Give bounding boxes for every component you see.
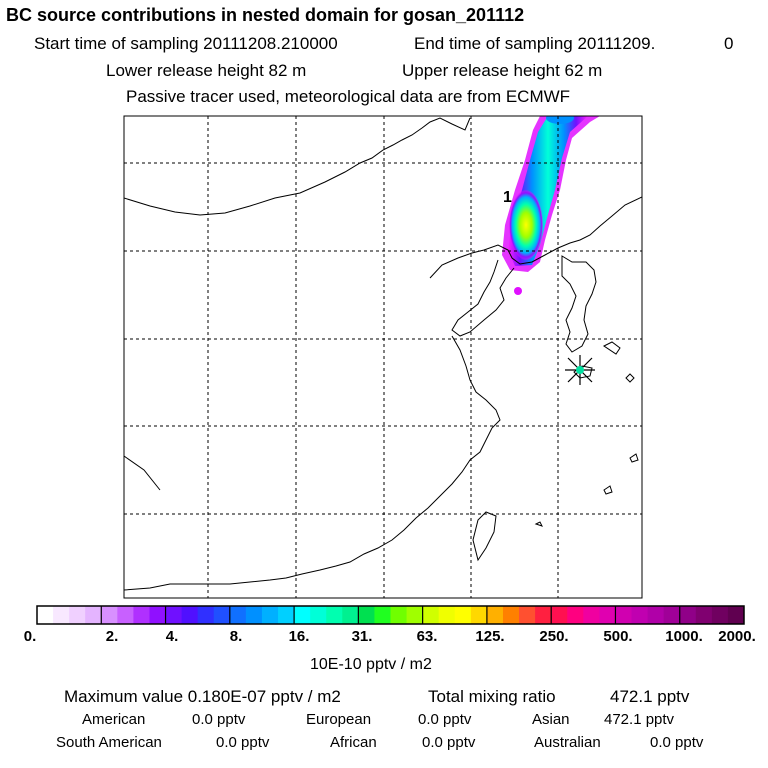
- colorbar-swatch: [229, 606, 247, 624]
- upper-release-label: Upper release height 62 m: [402, 61, 603, 80]
- colorbar-swatch: [165, 606, 183, 624]
- american-label: American: [82, 711, 146, 728]
- colorbar-swatch: [181, 606, 199, 624]
- colorbar-swatch: [294, 606, 311, 624]
- colorbar-swatch: [406, 606, 424, 624]
- south-american-label: South American: [56, 734, 162, 751]
- colorbar-tick: 2.: [105, 628, 119, 645]
- total-mixing-value: 472.1 pptv: [610, 687, 690, 706]
- colorbar-swatch: [422, 606, 440, 624]
- colorbar-swatch: [53, 606, 70, 624]
- colorbar-swatch: [117, 606, 134, 624]
- colorbar-tick: 31.: [351, 628, 373, 645]
- map-grid: [124, 116, 642, 598]
- colorbar-swatch: [197, 606, 215, 624]
- african-label: African: [330, 734, 377, 751]
- asian-label: Asian: [532, 711, 570, 728]
- colorbar-tick: 2000.: [718, 628, 756, 645]
- colorbar-unit: 10E-10 pptv / m2: [310, 656, 432, 673]
- colorbar-tick: 4.: [165, 628, 179, 645]
- colorbar-swatch: [631, 606, 649, 624]
- colorbar-swatch: [679, 606, 697, 624]
- total-mixing-label: Total mixing ratio: [428, 687, 556, 706]
- colorbar-swatch: [486, 606, 504, 624]
- map-frame: [123, 115, 643, 599]
- colorbar-swatch: [663, 606, 681, 624]
- asian-value: 472.1 pptv: [604, 711, 675, 728]
- plot-title: BC source contributions in nested domain…: [6, 5, 525, 25]
- australian-value: 0.0 pptv: [650, 734, 704, 751]
- colorbar-swatch: [101, 606, 118, 624]
- start-time-label: Start time of sampling 20111208.210000: [34, 34, 338, 53]
- colorbar-swatch: [535, 606, 552, 624]
- colorbar-swatch: [390, 606, 408, 624]
- colorbar-swatch: [69, 606, 86, 624]
- colorbar-swatch: [261, 606, 279, 624]
- colorbar-swatch: [454, 606, 472, 624]
- colorbar-tick: 500.: [603, 628, 633, 645]
- colorbar-swatch: [374, 606, 391, 624]
- end-time-label: End time of sampling 20111209.: [414, 34, 656, 53]
- colorbar-swatch: [727, 606, 745, 624]
- colorbar-swatch: [149, 606, 167, 624]
- colorbar-swatch: [213, 606, 231, 624]
- colorbar-swatch: [310, 606, 327, 624]
- colorbar-swatch: [711, 606, 729, 624]
- plume-label: 1: [503, 189, 512, 206]
- colorbar-swatch: [551, 606, 568, 624]
- colorbar-tick: 16.: [288, 628, 310, 645]
- colorbar-swatch: [695, 606, 713, 624]
- lower-release-label: Lower release height 82 m: [106, 61, 307, 80]
- colorbar-swatch: [278, 606, 295, 624]
- colorbar-dividers: [100, 606, 681, 624]
- max-value: Maximum value 0.180E-07 pptv / m2: [64, 687, 341, 706]
- south-american-value: 0.0 pptv: [216, 734, 270, 751]
- colorbar-tick: 1000.: [665, 628, 703, 645]
- colorbar-swatch: [502, 606, 520, 624]
- colorbar-tick: 8.: [229, 628, 243, 645]
- colorbar-tick: 63.: [416, 628, 438, 645]
- colorbar-swatch: [599, 606, 616, 624]
- colorbar-swatch: [647, 606, 665, 624]
- european-value: 0.0 pptv: [418, 711, 472, 728]
- australian-label: Australian: [534, 734, 601, 751]
- colorbar-swatch: [567, 606, 584, 624]
- colorbar-swatch: [519, 606, 536, 624]
- colorbar-frame: [36, 605, 745, 625]
- coastlines: [124, 117, 642, 591]
- tracer-note: Passive tracer used, meteorological data…: [126, 87, 571, 106]
- european-label: European: [306, 711, 372, 728]
- tracer-plume: [502, 116, 600, 295]
- colorbar: [37, 606, 745, 624]
- colorbar-tick: 0.: [23, 628, 37, 645]
- colorbar-tick: 250.: [539, 628, 569, 645]
- colorbar-swatch: [583, 606, 600, 624]
- colorbar-swatch: [37, 606, 54, 624]
- colorbar-swatch: [438, 606, 456, 624]
- colorbar-swatch: [326, 606, 343, 624]
- colorbar-tick: 125.: [475, 628, 505, 645]
- colorbar-swatch: [358, 606, 375, 624]
- receptor-star-icon: [565, 355, 595, 385]
- colorbar-swatch: [85, 606, 102, 624]
- colorbar-swatch: [615, 606, 633, 624]
- colorbar-swatch: [470, 606, 488, 624]
- colorbar-swatch: [133, 606, 150, 624]
- colorbar-swatch: [245, 606, 263, 624]
- african-value: 0.0 pptv: [422, 734, 476, 751]
- end-time-suffix: 0: [724, 34, 734, 53]
- american-value: 0.0 pptv: [192, 711, 246, 728]
- colorbar-swatch: [342, 606, 359, 624]
